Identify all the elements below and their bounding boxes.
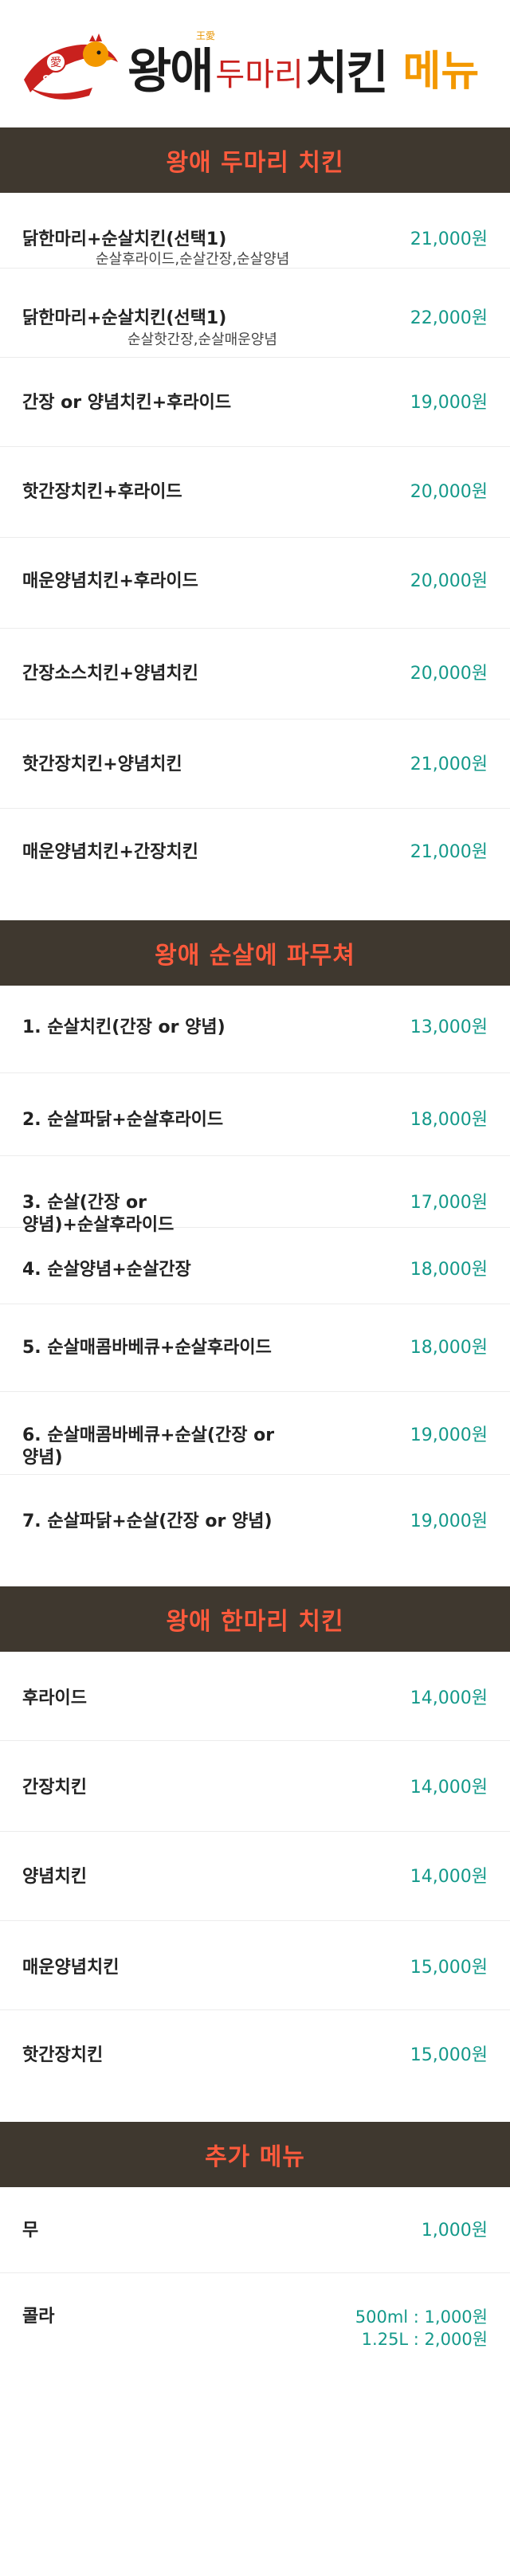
section-spacer	[0, 1562, 510, 1586]
menu-item: 닭한마리+순살치킨(선택1) 순살후라이드,순살간장,순살양념 21,000원	[0, 193, 510, 269]
section-title: 왕애 두마리 치킨	[166, 149, 344, 177]
item-name-line2: 양념)+순살후라이드	[22, 1215, 175, 1235]
item-name: 4. 순살양념+순살간장	[22, 1260, 191, 1280]
item-name: 닭한마리+순살치킨(선택1)	[22, 308, 227, 328]
section-title: 왕애 순살에 파무쳐	[155, 942, 355, 970]
brand-title: 왕애 두마리 치킨 메뉴	[128, 32, 479, 96]
item-price: 14,000원	[410, 1778, 488, 1798]
item-name: 간장 or 양념치킨+후라이드	[22, 393, 232, 413]
menu-item: 간장치킨 14,000원	[0, 1741, 510, 1832]
item-name: 2. 순살파닭+순살후라이드	[22, 1110, 224, 1130]
item-price: 19,000원	[410, 1511, 488, 1531]
brand-chicken: 치킨	[304, 45, 389, 100]
header: 愛 왕애치킨 王愛 왕애 두마리 치킨 메뉴	[0, 0, 510, 127]
section-header: 왕애 한마리 치킨	[0, 1586, 510, 1652]
menu-item: 간장 or 양념치킨+후라이드 19,000원	[0, 358, 510, 447]
brand-sub: 두마리	[215, 57, 304, 93]
brand-main: 왕애	[128, 44, 214, 100]
item-name: 간장치킨	[22, 1778, 87, 1798]
brand-menu: 메뉴	[402, 48, 480, 96]
item-description: 순살후라이드,순살간장,순살양념	[96, 251, 290, 268]
menu-item: 6. 순살매콤바베큐+순살(간장 or 양념) 19,000원	[0, 1392, 510, 1475]
item-price: 21,000원	[410, 842, 488, 862]
item-name-line1: 3. 순살(간장 or	[22, 1193, 147, 1213]
item-name: 핫간장치킨+후라이드	[22, 482, 182, 502]
item-price: 18,000원	[410, 1260, 488, 1280]
item-price: 15,000원	[410, 2045, 488, 2065]
menu-item: 5. 순살매콤바베큐+순살후라이드 18,000원	[0, 1304, 510, 1392]
section-title: 왕애 한마리 치킨	[166, 1608, 344, 1636]
item-name: 간장소스치킨+양념치킨	[22, 664, 198, 684]
item-price-line2: 1.25L : 2,000원	[361, 2330, 488, 2349]
item-description: 순살핫간장,순살매운양념	[128, 331, 277, 348]
menu-item: 후라이드 14,000원	[0, 1652, 510, 1741]
item-name-line2: 양념)	[22, 1448, 63, 1468]
item-price-line1: 500ml : 1,000원	[355, 2307, 488, 2327]
menu-item: 7. 순살파닭+순살(간장 or 양념) 19,000원	[0, 1475, 510, 1562]
section-spacer	[0, 896, 510, 920]
item-name: 매운양념치킨+간장치킨	[22, 842, 198, 862]
item-price: 17,000원	[410, 1193, 488, 1213]
item-price: 19,000원	[410, 393, 488, 413]
svg-text:愛: 愛	[50, 57, 61, 69]
logo-text: 왕애치킨	[42, 74, 92, 90]
item-name: 핫간장치킨	[22, 2045, 104, 2065]
item-name: 후라이드	[22, 1688, 87, 1708]
item-price: 20,000원	[410, 571, 488, 591]
menu-item: 콜라 500ml : 1,000원 1.25L : 2,000원	[0, 2273, 510, 2369]
item-name: 양념치킨	[22, 1867, 87, 1887]
menu-item: 3. 순살(간장 or 양념)+순살후라이드 17,000원	[0, 1156, 510, 1235]
item-price: 13,000원	[410, 1017, 488, 1037]
item-price: 19,000원	[410, 1425, 488, 1445]
item-name: 1. 순살치킨(간장 or 양념)	[22, 1017, 226, 1037]
menu-item: 핫간장치킨 15,000원	[0, 2010, 510, 2098]
item-name: 닭한마리+순살치킨(선택1)	[22, 229, 227, 249]
item-price: 20,000원	[410, 664, 488, 684]
item-price: 21,000원	[410, 755, 488, 774]
menu-item: 매운양념치킨+간장치킨 21,000원	[0, 809, 510, 896]
item-name: 콜라	[22, 2307, 55, 2327]
item-name-line1: 6. 순살매콤바베큐+순살(간장 or	[22, 1425, 275, 1445]
item-price: 1,000원	[421, 2221, 488, 2241]
restaurant-logo: 愛 왕애치킨	[24, 33, 118, 100]
section-title: 추가 메뉴	[205, 2143, 305, 2171]
item-price: 14,000원	[410, 1688, 488, 1708]
section-header: 추가 메뉴	[0, 2122, 510, 2187]
item-price: 20,000원	[410, 482, 488, 502]
section-spacer	[0, 2098, 510, 2122]
item-name: 7. 순살파닭+순살(간장 or 양념)	[22, 1511, 273, 1531]
section-header: 왕애 두마리 치킨	[0, 127, 510, 193]
item-name: 매운양념치킨	[22, 1958, 120, 1978]
menu-item: 1. 순살치킨(간장 or 양념) 13,000원	[0, 986, 510, 1073]
menu-item: 간장소스치킨+양념치킨 20,000원	[0, 629, 510, 719]
item-name: 5. 순살매콤바베큐+순살후라이드	[22, 1338, 272, 1358]
menu-item: 닭한마리+순살치킨(선택1) 순살핫간장,순살매운양념 22,000원	[0, 269, 510, 358]
menu-item: 2. 순살파닭+순살후라이드 18,000원	[0, 1073, 510, 1156]
item-price: 22,000원	[410, 308, 488, 328]
brand-small-label: 王愛	[196, 30, 216, 41]
item-name: 매운양념치킨+후라이드	[22, 571, 198, 591]
menu-item: 매운양념치킨+후라이드 20,000원	[0, 538, 510, 629]
menu-item: 4. 순살양념+순살간장 18,000원	[0, 1228, 510, 1304]
menu-item: 매운양념치킨 15,000원	[0, 1921, 510, 2010]
menu-item: 핫간장치킨+후라이드 20,000원	[0, 447, 510, 538]
menu-item: 양념치킨 14,000원	[0, 1832, 510, 1921]
menu-item: 핫간장치킨+양념치킨 21,000원	[0, 719, 510, 809]
item-price: 21,000원	[410, 229, 488, 249]
section-header: 왕애 순살에 파무쳐	[0, 920, 510, 986]
item-name: 핫간장치킨+양념치킨	[22, 755, 182, 774]
item-price: 18,000원	[410, 1110, 488, 1130]
item-price: 15,000원	[410, 1958, 488, 1978]
item-name: 무	[22, 2221, 39, 2241]
item-price: 14,000원	[410, 1867, 488, 1887]
item-price: 18,000원	[410, 1338, 488, 1358]
menu-item: 무 1,000원	[0, 2187, 510, 2273]
